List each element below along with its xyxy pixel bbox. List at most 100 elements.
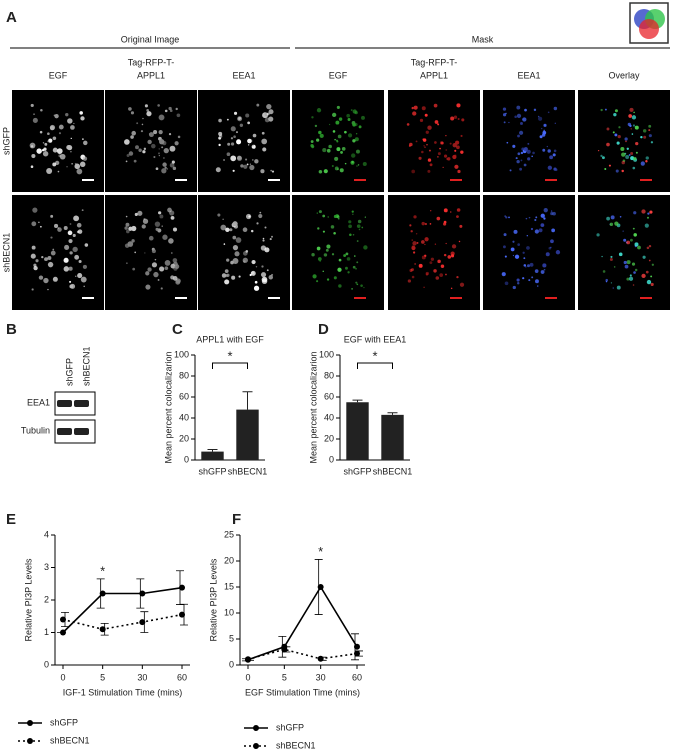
spot [648, 129, 651, 132]
spot [64, 244, 70, 250]
spot [71, 163, 73, 165]
spot [596, 233, 600, 237]
column-label: APPL1 [137, 70, 165, 80]
spot [254, 159, 259, 164]
x-tick-label: 5 [100, 672, 105, 682]
spot [33, 265, 38, 271]
panel-letter: A [6, 9, 17, 26]
spot [154, 221, 161, 227]
spot [512, 144, 516, 148]
spot [163, 147, 169, 154]
spot [222, 218, 224, 220]
spot [536, 285, 539, 287]
significance-marker: * [372, 348, 377, 363]
spot [329, 123, 331, 126]
blot-band [74, 400, 89, 407]
spot [146, 108, 149, 112]
spot [516, 278, 520, 282]
spot [538, 116, 543, 121]
spot [145, 284, 151, 290]
spot [606, 216, 610, 221]
spot [411, 245, 416, 249]
spot [82, 156, 88, 161]
spot [512, 285, 516, 290]
spot [226, 118, 229, 121]
spot [554, 122, 556, 125]
spot [356, 283, 359, 286]
spot [520, 159, 523, 162]
spot [164, 266, 169, 270]
spot [218, 118, 222, 123]
spot [247, 138, 252, 144]
point [99, 590, 106, 597]
spot [271, 235, 273, 238]
spot [543, 123, 547, 128]
spot [35, 259, 39, 263]
spot [423, 145, 425, 147]
spot [83, 140, 88, 146]
spot [530, 227, 534, 231]
spot [218, 143, 221, 147]
spot [429, 210, 432, 212]
spot [157, 104, 160, 107]
spot [29, 142, 36, 149]
spot [145, 271, 150, 276]
spot [46, 168, 53, 175]
spot [601, 255, 603, 258]
spot [434, 243, 437, 245]
y-tick-label: 4 [44, 529, 49, 539]
spot [74, 254, 80, 260]
micrograph-spots [407, 208, 465, 290]
spot [127, 241, 134, 247]
spot [411, 275, 415, 279]
spot [251, 259, 256, 265]
spot [650, 141, 654, 144]
spot [232, 169, 235, 172]
spot [151, 262, 158, 268]
spot [429, 223, 432, 225]
spot [543, 208, 548, 213]
spot [434, 120, 439, 124]
micrograph [12, 90, 104, 192]
spot [632, 124, 636, 127]
spot [230, 155, 237, 162]
spot [171, 252, 173, 254]
spot [147, 139, 152, 145]
spot [82, 264, 87, 269]
spot [600, 108, 603, 112]
point [60, 616, 66, 623]
spot [527, 157, 531, 161]
spot [635, 151, 638, 154]
spot [134, 251, 137, 254]
spot [43, 277, 49, 284]
legend-marker [253, 743, 259, 749]
spot [423, 286, 425, 289]
spot [47, 256, 52, 260]
significance-bracket [357, 362, 393, 369]
spot [168, 238, 174, 244]
venn-icon-frame [629, 2, 669, 44]
column-label: EGF [49, 70, 68, 80]
spot [527, 264, 530, 268]
spot [445, 242, 447, 245]
spot [605, 278, 608, 282]
spot [161, 146, 164, 149]
spot [550, 246, 552, 249]
spot [338, 117, 343, 121]
spot [547, 165, 553, 170]
spot [522, 117, 527, 122]
spot [626, 147, 629, 150]
spot [504, 255, 507, 258]
spot [650, 282, 654, 287]
spot [415, 233, 418, 235]
spot [411, 169, 416, 174]
spot [631, 115, 637, 120]
spot [620, 147, 625, 152]
spot [334, 156, 339, 161]
spot [427, 125, 432, 130]
point [179, 611, 185, 618]
spot [311, 145, 315, 149]
y-tick-label: 60 [179, 391, 189, 401]
spot [459, 224, 463, 228]
spot [347, 271, 350, 274]
